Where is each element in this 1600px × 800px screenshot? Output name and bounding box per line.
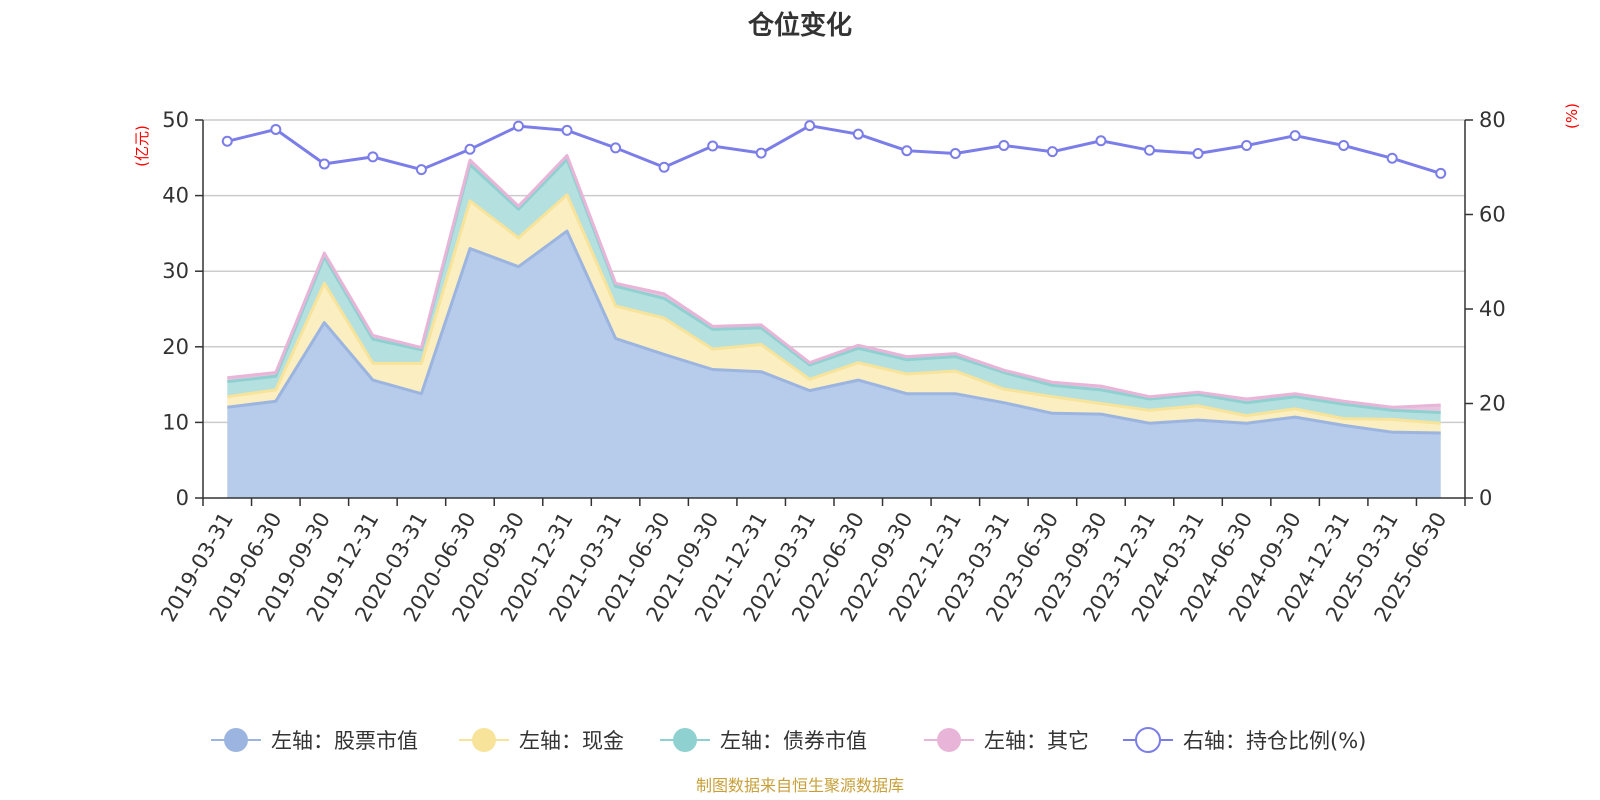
stacked-area-band [227,231,1441,498]
right-axis-tick-label: 60 [1479,203,1506,227]
ratio-point [755,147,767,159]
ratio-point [1289,130,1301,142]
legend-marker [1135,727,1161,753]
ratio-line [226,124,1442,175]
stacked-area-band [227,194,1441,433]
ratio-point [464,143,476,155]
left-axis-unit: (亿元) [133,125,151,167]
legend-marker [673,728,697,752]
legend-marker [472,728,496,752]
ratio-point [1386,152,1398,164]
data-source-note: 制图数据来自恒生聚源数据库 [696,776,904,795]
legend-label: 左轴：其它 [984,729,1089,753]
legend: 左轴：股票市值 左轴：现金 左轴：债券市值 左轴：其它 右轴：持仓比例(%) [211,727,1366,753]
ratio-point [707,140,719,152]
right-axis-tick-label: 80 [1479,108,1506,132]
ratio-point [998,140,1010,152]
left-axis-tick-label: 20 [162,335,189,359]
ratio-point [221,135,233,147]
ratio-point [367,151,379,163]
ratio-point [1241,140,1253,152]
ratio-line-layer [221,120,1447,179]
ratio-point [270,123,282,135]
ratio-point [658,161,670,173]
ratio-point [901,145,913,157]
ratio-point [1192,148,1204,160]
ratio-point [1338,140,1350,152]
left-axis-tick-label: 50 [162,108,189,132]
left-axis-tick-label: 30 [162,259,189,283]
ratio-point [804,120,816,132]
left-axis-tick-label: 10 [162,410,189,434]
legend-label: 左轴：债券市值 [720,729,867,753]
right-axis-unit: (%) [1563,103,1581,129]
stacked-area-outline [227,193,1441,425]
ratio-point [561,124,573,136]
stacked-area-outline [227,154,1441,409]
right-axis-tick-label: 40 [1479,297,1506,321]
legend-label: 左轴：现金 [519,729,624,753]
ratio-point [1095,135,1107,147]
ratio-point [852,128,864,140]
ratio-point [949,148,961,160]
ratio-point [318,158,330,170]
legend-marker [224,728,248,752]
right-axis-tick-label: 0 [1479,486,1492,510]
left-axis-tick-label: 40 [162,184,189,208]
legend-marker [937,728,961,752]
plot-areas [227,154,1441,498]
legend-label: 右轴：持仓比例(%) [1183,729,1366,753]
ratio-point [513,120,524,132]
legend-label: 左轴：股票市值 [271,729,418,753]
ratio-point [1435,167,1447,179]
ratio-point [1144,144,1155,156]
right-axis-tick-label: 20 [1479,392,1506,416]
chart-title: 仓位变化 [747,10,852,41]
ratio-point [415,164,427,176]
ratio-point [610,142,622,154]
ratio-point [1046,146,1058,158]
left-axis-tick-label: 0 [176,486,189,510]
stacked-area-outline [227,229,1441,435]
